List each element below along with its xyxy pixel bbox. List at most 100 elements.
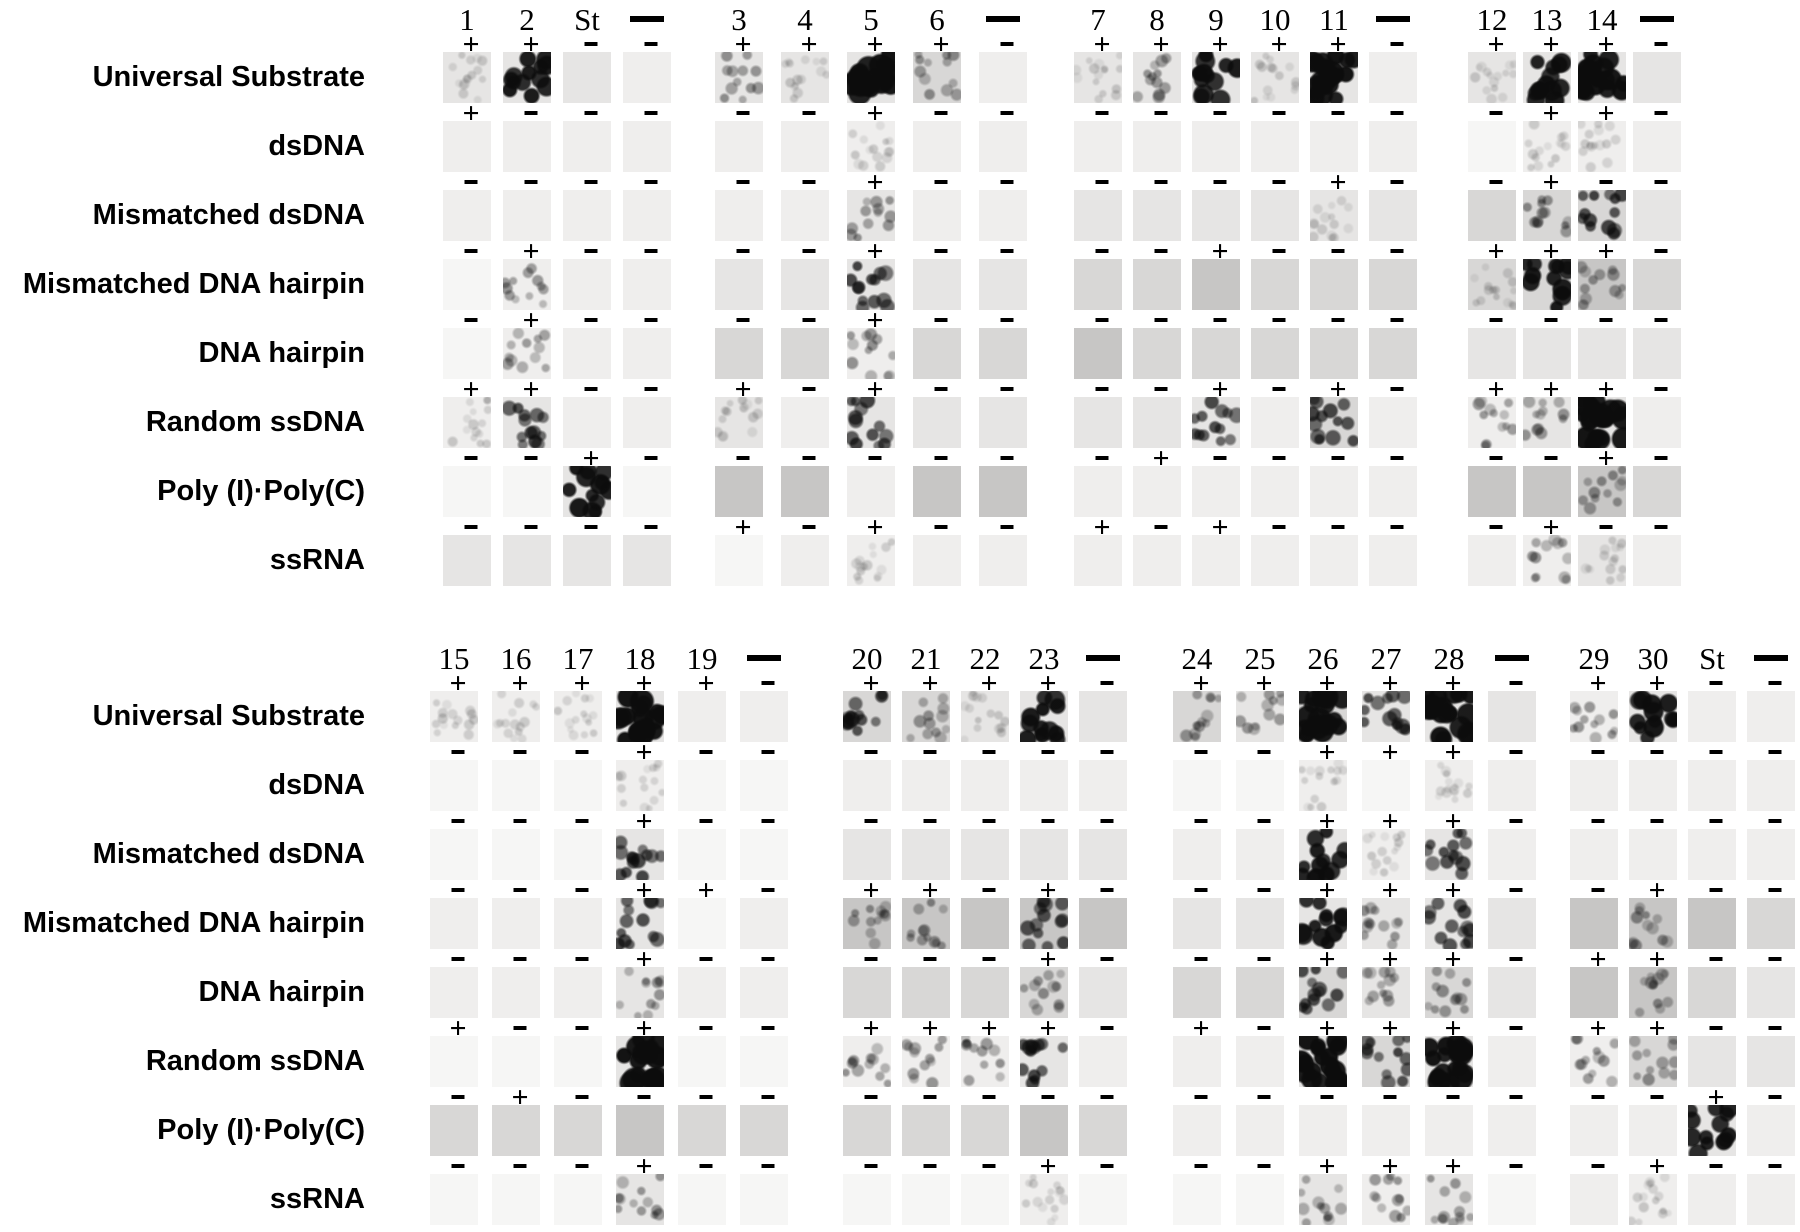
blot-square bbox=[1362, 829, 1410, 880]
substrate-row-label: Universal Substrate bbox=[92, 699, 365, 732]
cleavage-plus-sign: + bbox=[1597, 28, 1615, 61]
blot-square bbox=[1633, 190, 1681, 241]
blot-square bbox=[1074, 328, 1122, 379]
blot-square bbox=[847, 259, 895, 310]
blot-square bbox=[503, 328, 551, 379]
blank-lane-dash bbox=[986, 16, 1020, 22]
blot-square bbox=[781, 121, 829, 172]
blot-square bbox=[913, 190, 961, 241]
cleavage-minus-sign bbox=[1154, 387, 1168, 391]
cleavage-plus-sign: + bbox=[1381, 736, 1399, 769]
cleavage-minus-sign bbox=[1768, 957, 1782, 961]
cleavage-minus-sign bbox=[584, 42, 598, 46]
cleavage-minus-sign bbox=[1654, 249, 1668, 253]
blot-square bbox=[1488, 691, 1536, 742]
cleavage-minus-sign bbox=[982, 819, 996, 823]
cleavage-minus-sign bbox=[1599, 525, 1613, 529]
blot-square bbox=[1192, 328, 1240, 379]
blot-square bbox=[1629, 691, 1677, 742]
blot-square bbox=[1310, 121, 1358, 172]
blot-square bbox=[740, 898, 788, 949]
cleavage-minus-sign bbox=[451, 1095, 465, 1099]
cleavage-minus-sign bbox=[1000, 318, 1014, 322]
cleavage-minus-sign bbox=[699, 819, 713, 823]
cleavage-minus-sign bbox=[802, 180, 816, 184]
blot-square bbox=[1079, 1105, 1127, 1156]
substrate-row-label: Random ssDNA bbox=[145, 1044, 365, 1077]
cleavage-plus-sign: + bbox=[1039, 874, 1057, 907]
cleavage-plus-sign: + bbox=[1487, 373, 1505, 406]
blot-square bbox=[1468, 535, 1516, 586]
blot-square bbox=[492, 1036, 540, 1087]
substrate-row-label: Random ssDNA bbox=[145, 405, 365, 438]
lane-number-label: 13 bbox=[1531, 2, 1563, 37]
cleavage-minus-sign bbox=[1095, 387, 1109, 391]
cleavage-minus-sign bbox=[982, 957, 996, 961]
blot-square bbox=[1173, 898, 1221, 949]
cleavage-minus-sign bbox=[934, 456, 948, 460]
lane-number-label: 25 bbox=[1244, 641, 1276, 676]
cleavage-plus-sign: + bbox=[1597, 235, 1615, 268]
blank-lane-dash bbox=[630, 16, 664, 22]
cleavage-minus-sign bbox=[761, 1026, 775, 1030]
blot-square bbox=[1192, 259, 1240, 310]
blot-square bbox=[616, 829, 664, 880]
cleavage-minus-sign bbox=[644, 525, 658, 529]
cleavage-plus-sign: + bbox=[921, 1012, 939, 1045]
cleavage-minus-sign bbox=[802, 456, 816, 460]
blot-square bbox=[443, 466, 491, 517]
cleavage-minus-sign bbox=[1654, 525, 1668, 529]
blot-square bbox=[847, 52, 895, 103]
cleavage-minus-sign bbox=[1591, 1164, 1605, 1168]
blot-square bbox=[781, 397, 829, 448]
cleavage-minus-sign bbox=[1768, 681, 1782, 685]
cleavage-plus-sign: + bbox=[1329, 28, 1347, 61]
cleavage-minus-sign bbox=[513, 957, 527, 961]
cleavage-minus-sign bbox=[761, 957, 775, 961]
blot-square bbox=[1488, 898, 1536, 949]
blot-square bbox=[1578, 190, 1626, 241]
cleavage-plus-sign: + bbox=[635, 874, 653, 907]
blot-square bbox=[1488, 1105, 1536, 1156]
blot-square bbox=[1079, 760, 1127, 811]
blot-square bbox=[1425, 967, 1473, 1018]
cleavage-minus-sign bbox=[451, 957, 465, 961]
cleavage-minus-sign bbox=[584, 387, 598, 391]
cleavage-plus-sign: + bbox=[1211, 511, 1229, 544]
cleavage-plus-sign: + bbox=[635, 943, 653, 976]
cleavage-minus-sign bbox=[1489, 456, 1503, 460]
cleavage-plus-sign: + bbox=[1589, 1012, 1607, 1045]
blot-square bbox=[1468, 52, 1516, 103]
blot-square bbox=[1133, 190, 1181, 241]
cleavage-minus-sign bbox=[1654, 318, 1668, 322]
cleavage-minus-sign bbox=[934, 318, 948, 322]
cleavage-plus-sign: + bbox=[511, 1081, 529, 1114]
cleavage-plus-sign: + bbox=[635, 667, 653, 700]
cleavage-plus-sign: + bbox=[921, 667, 939, 700]
blot-square bbox=[503, 397, 551, 448]
blot-square bbox=[554, 898, 602, 949]
cleavage-minus-sign bbox=[1194, 819, 1208, 823]
blot-square bbox=[1173, 829, 1221, 880]
cleavage-minus-sign bbox=[1194, 1164, 1208, 1168]
blot-square bbox=[961, 1036, 1009, 1087]
blot-square bbox=[443, 121, 491, 172]
cleavage-minus-sign bbox=[513, 888, 527, 892]
cleavage-plus-sign: + bbox=[635, 1012, 653, 1045]
lane-number-label: 23 bbox=[1028, 641, 1060, 676]
blot-square bbox=[913, 328, 961, 379]
blot-square bbox=[913, 259, 961, 310]
lane-number-label: 8 bbox=[1149, 2, 1165, 37]
cleavage-plus-sign: + bbox=[980, 667, 998, 700]
cleavage-minus-sign bbox=[934, 525, 948, 529]
blot-square bbox=[1488, 1036, 1536, 1087]
cleavage-plus-sign: + bbox=[635, 736, 653, 769]
cleavage-minus-sign bbox=[644, 318, 658, 322]
cleavage-minus-sign bbox=[524, 111, 538, 115]
cleavage-minus-sign bbox=[1650, 1095, 1664, 1099]
blot-square bbox=[1488, 760, 1536, 811]
blot-square bbox=[1310, 259, 1358, 310]
cleavage-plus-sign: + bbox=[1487, 28, 1505, 61]
cleavage-minus-sign bbox=[584, 318, 598, 322]
cleavage-plus-sign: + bbox=[862, 1012, 880, 1045]
